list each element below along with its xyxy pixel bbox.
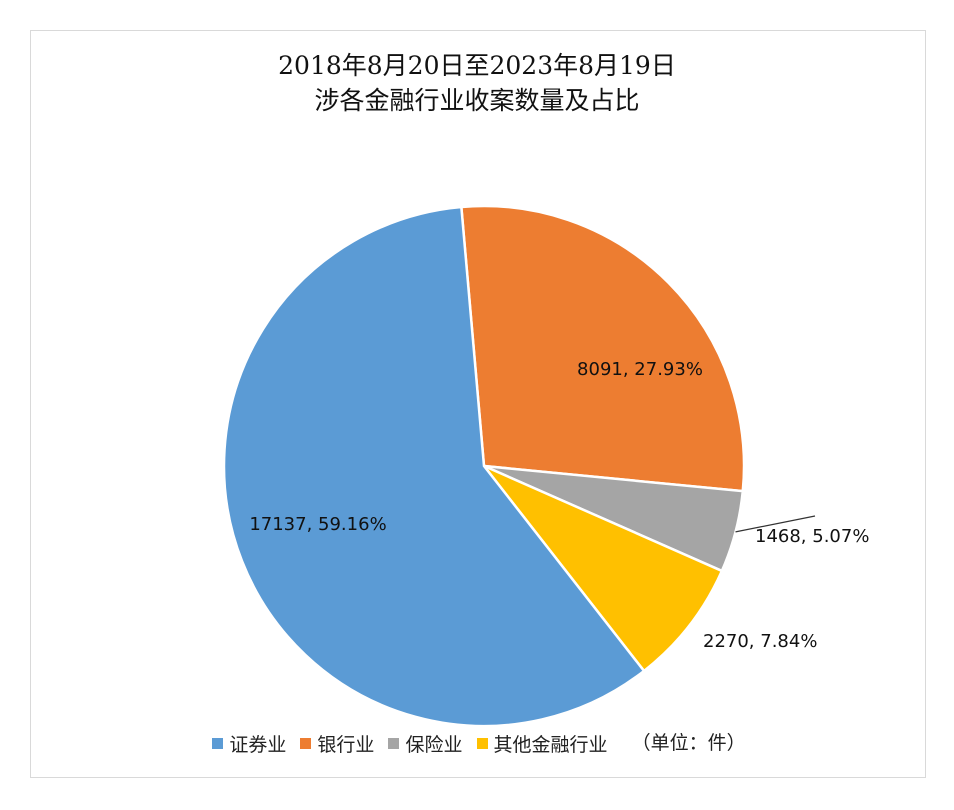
legend-label-other: 其他金融行业 — [493, 734, 608, 756]
legend-item-banking: 银行业 — [300, 730, 374, 757]
legend-item-insurance: 保险业 — [388, 730, 463, 757]
chart-title-line1: 2018年8月20日至2023年8月19日 — [278, 51, 676, 80]
legend-swatch-insurance — [388, 738, 400, 749]
legend-unit-note: （单位：件） — [631, 732, 746, 754]
leader-line-insurance — [735, 515, 816, 533]
pie-slice-other — [483, 464, 724, 673]
legend-swatch-other — [476, 738, 488, 749]
pie-slice-securities — [222, 205, 646, 728]
data-label-banking: 8091, 27.93% — [577, 359, 703, 380]
legend-label-securities: 证券业 — [229, 734, 287, 756]
legend-item-securities: 证券业 — [212, 730, 286, 757]
legend: 证券业 银行业 保险业 其他金融行业 （单位：件） — [0, 728, 954, 757]
legend-label-banking: 银行业 — [317, 734, 375, 756]
data-label-insurance: 1468, 5.07% — [755, 526, 869, 547]
chart-title-line2: 涉各金融行业收案数量及占比 — [314, 86, 640, 115]
legend-label-insurance: 保险业 — [405, 734, 463, 756]
legend-swatch-securities — [212, 738, 224, 749]
legend-item-other: 其他金融行业 — [476, 730, 608, 757]
data-label-other: 2270, 7.84% — [703, 631, 817, 652]
pie-slice-banking — [459, 204, 746, 493]
legend-swatch-banking — [300, 738, 312, 749]
data-label-securities: 17137, 59.16% — [249, 514, 386, 535]
